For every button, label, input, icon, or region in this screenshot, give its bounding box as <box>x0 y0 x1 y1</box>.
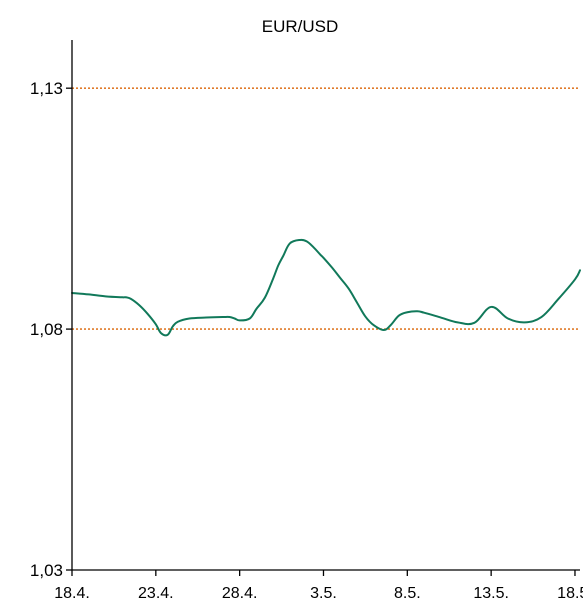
x-tick-label-0: 18.4. <box>54 585 90 602</box>
x-tick-label-3: 3.5. <box>310 585 337 602</box>
x-tick-label-4: 8.5. <box>394 585 421 602</box>
series-line-0 <box>71 238 581 337</box>
x-tick-label-2: 28.4. <box>222 585 258 602</box>
x-tick-label-6: 18.5. <box>557 585 583 602</box>
x-tick-label-5: 13.5. <box>473 585 509 602</box>
y-tick-label-0: 1,03 <box>30 561 63 580</box>
reference-lines <box>72 87 580 330</box>
y-axis-ticks: 1,03 1,08 1,13 <box>30 79 72 580</box>
series-layer <box>71 238 581 337</box>
y-tick-label-2: 1,13 <box>30 79 63 98</box>
chart-title: EUR/USD <box>262 17 339 36</box>
x-axis-ticks: 18.4. 23.4. 28.4. 3.5. 8.5. 13.5. 18.5. <box>54 570 583 602</box>
x-tick-label-1: 23.4. <box>138 585 174 602</box>
y-tick-label-1: 1,08 <box>30 320 63 339</box>
